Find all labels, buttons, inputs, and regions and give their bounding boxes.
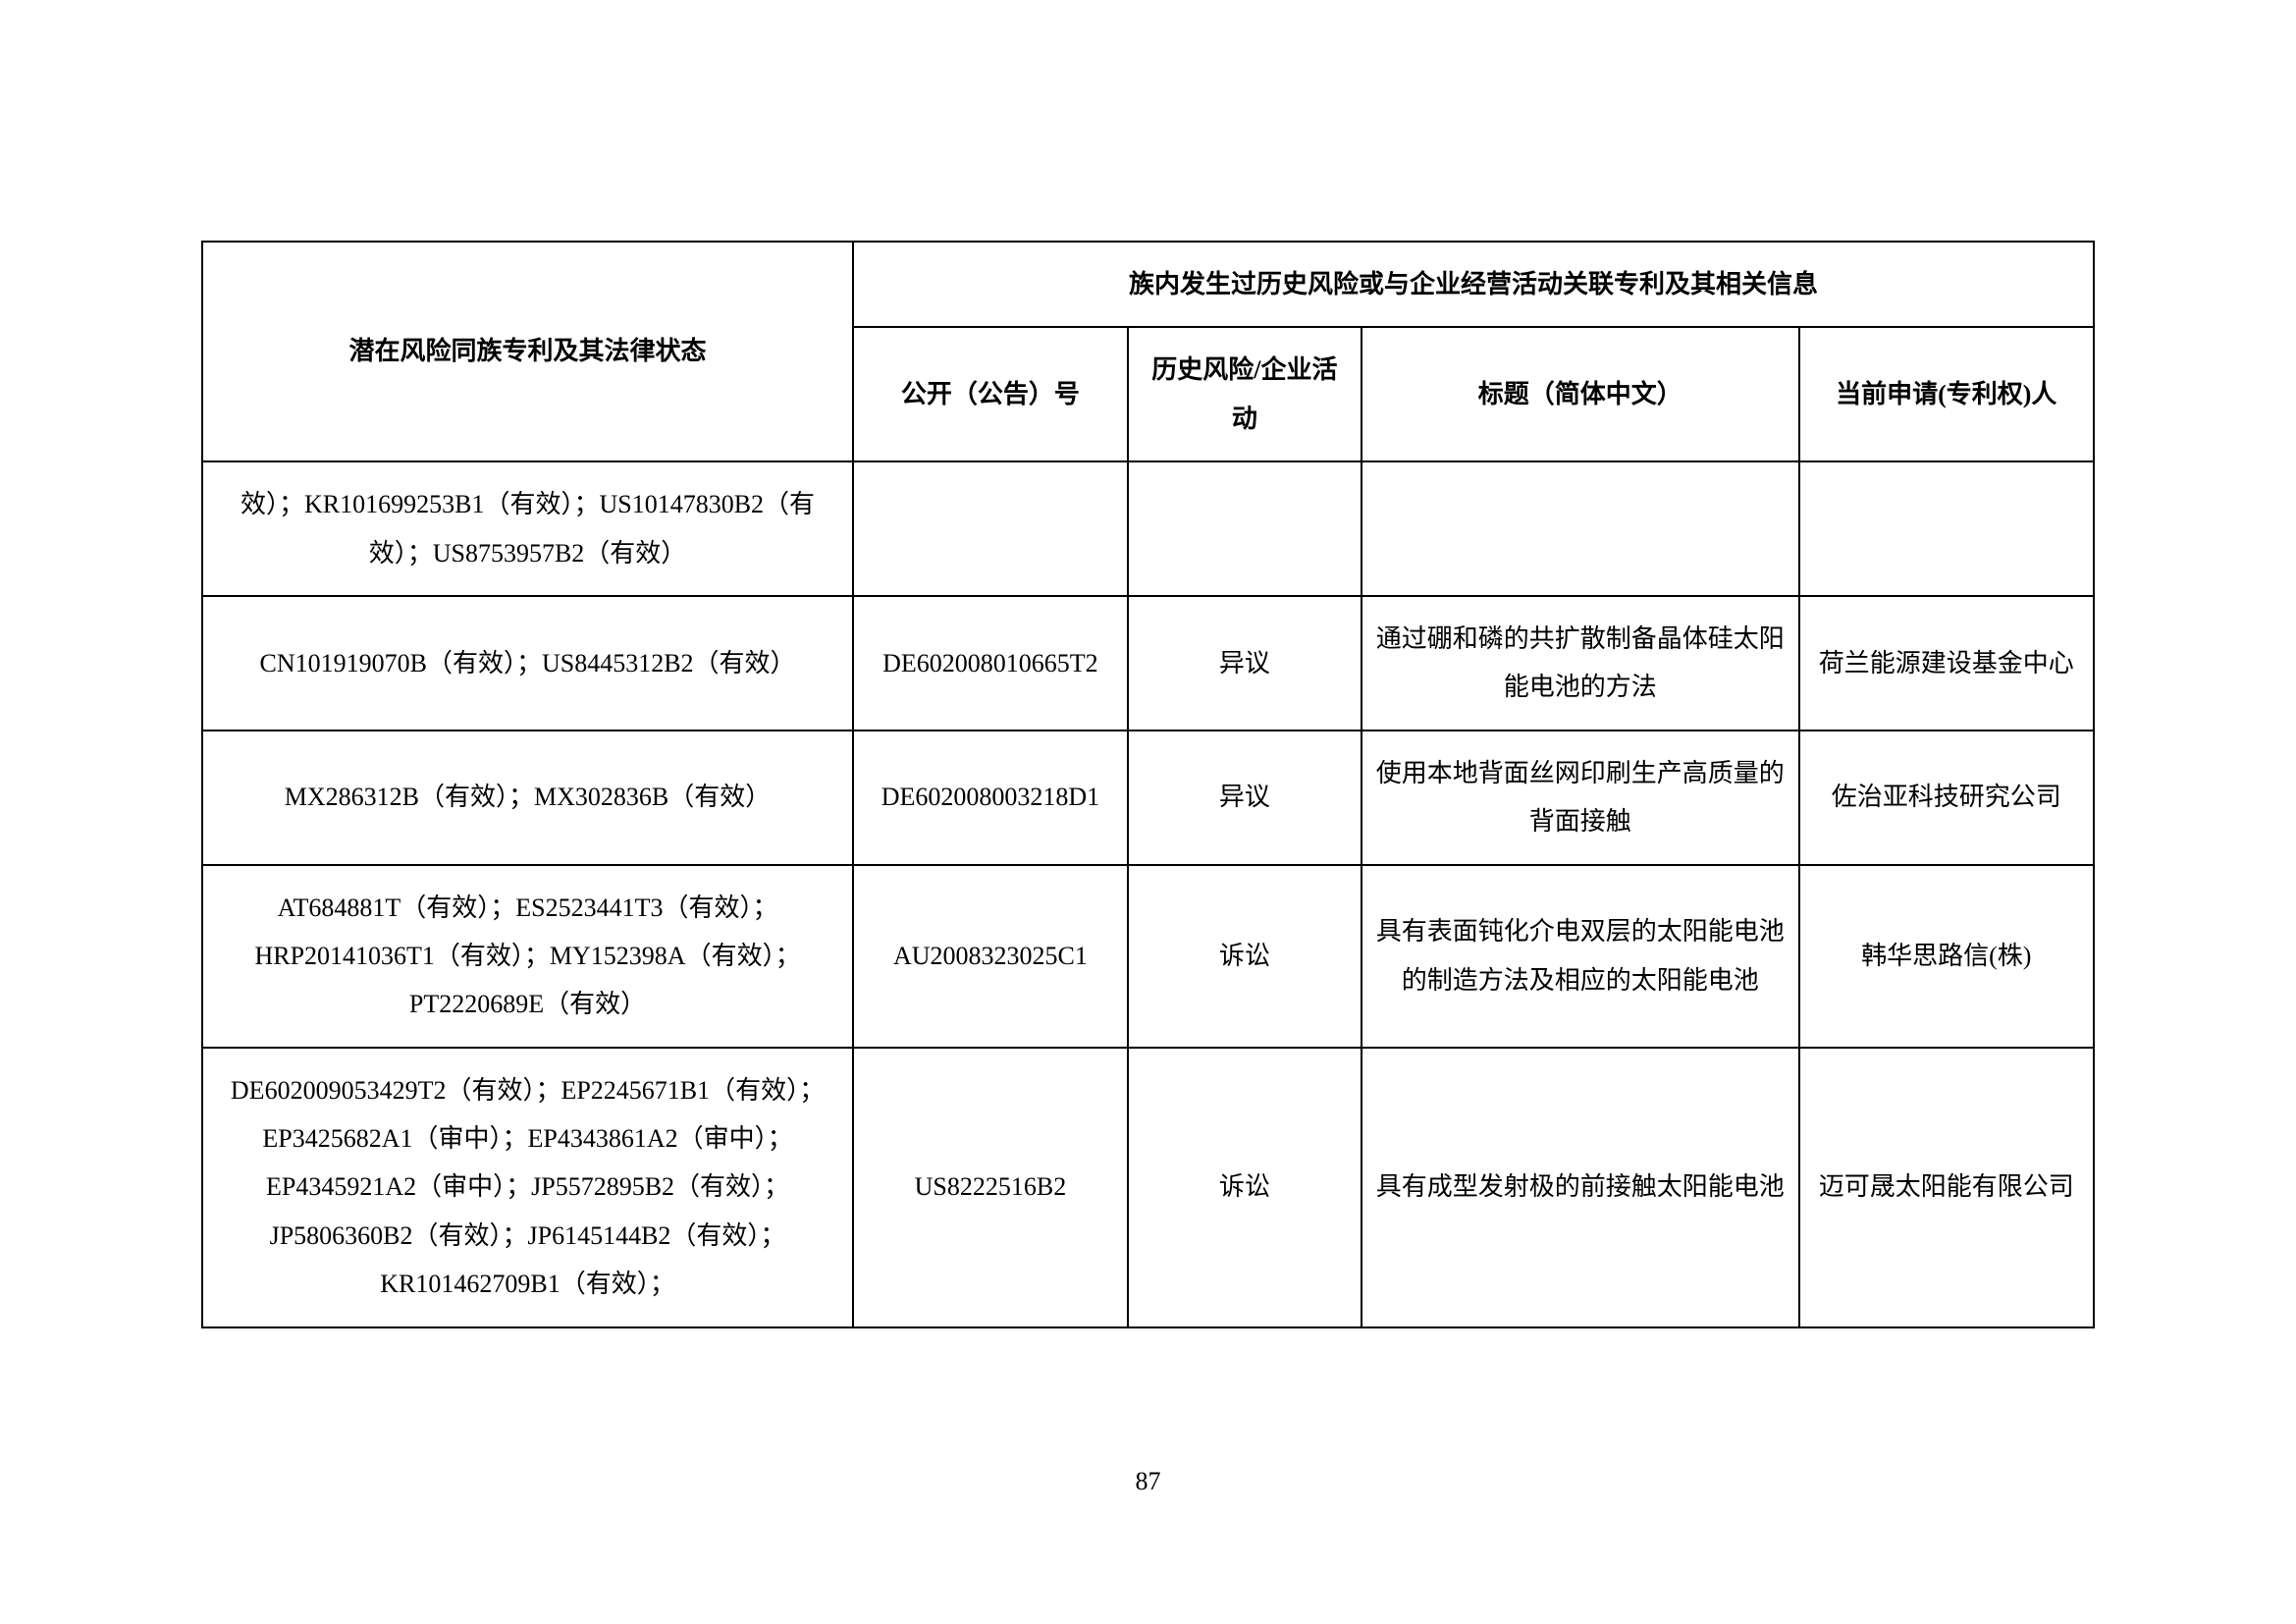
table-row: CN101919070B（有效）；US8445312B2（有效） DE60200… — [202, 596, 2094, 731]
table-row: DE602009053429T2（有效）；EP2245671B1（有效）；EP3… — [202, 1048, 2094, 1327]
cell-patents: 效）；KR101699253B1（有效）；US10147830B2（有效）；US… — [202, 461, 853, 596]
cell-applicant: 荷兰能源建设基金中心 — [1799, 596, 2094, 731]
table-row: 效）；KR101699253B1（有效）；US10147830B2（有效）；US… — [202, 461, 2094, 596]
header-left: 潜在风险同族专利及其法律状态 — [202, 242, 853, 461]
cell-risk: 异议 — [1128, 596, 1362, 731]
table-body: 效）；KR101699253B1（有效）；US10147830B2（有效）；US… — [202, 461, 2094, 1326]
cell-pubno: DE602008010665T2 — [853, 596, 1128, 731]
table-row: AT684881T（有效）；ES2523441T3（有效）；HRP2014103… — [202, 865, 2094, 1048]
cell-pubno: AU2008323025C1 — [853, 865, 1128, 1048]
header-title: 标题（简体中文） — [1362, 327, 1798, 461]
cell-applicant: 韩华思路信(株) — [1799, 865, 2094, 1048]
table-row: MX286312B（有效）；MX302836B（有效） DE6020080032… — [202, 731, 2094, 865]
cell-title — [1362, 461, 1798, 596]
cell-applicant: 迈可晟太阳能有限公司 — [1799, 1048, 2094, 1327]
cell-pubno: US8222516B2 — [853, 1048, 1128, 1327]
cell-patents: DE602009053429T2（有效）；EP2245671B1（有效）；EP3… — [202, 1048, 853, 1327]
cell-applicant: 佐治亚科技研究公司 — [1799, 731, 2094, 865]
cell-risk: 诉讼 — [1128, 865, 1362, 1048]
cell-patents: CN101919070B（有效）；US8445312B2（有效） — [202, 596, 853, 731]
header-pubno: 公开（公告）号 — [853, 327, 1128, 461]
header-row-1: 潜在风险同族专利及其法律状态 族内发生过历史风险或与企业经营活动关联专利及其相关… — [202, 242, 2094, 327]
cell-pubno — [853, 461, 1128, 596]
cell-patents: AT684881T（有效）；ES2523441T3（有效）；HRP2014103… — [202, 865, 853, 1048]
cell-title: 具有表面钝化介电双层的太阳能电池的制造方法及相应的太阳能电池 — [1362, 865, 1798, 1048]
cell-risk: 异议 — [1128, 731, 1362, 865]
cell-risk: 诉讼 — [1128, 1048, 1362, 1327]
header-risk: 历史风险/企业活动 — [1128, 327, 1362, 461]
cell-applicant — [1799, 461, 2094, 596]
cell-patents: MX286312B（有效）；MX302836B（有效） — [202, 731, 853, 865]
header-applicant: 当前申请(专利权)人 — [1799, 327, 2094, 461]
cell-pubno: DE602008003218D1 — [853, 731, 1128, 865]
cell-risk — [1128, 461, 1362, 596]
page-container: 潜在风险同族专利及其法律状态 族内发生过历史风险或与企业经营活动关联专利及其相关… — [0, 0, 2296, 1328]
cell-title: 使用本地背面丝网印刷生产高质量的背面接触 — [1362, 731, 1798, 865]
header-right: 族内发生过历史风险或与企业经营活动关联专利及其相关信息 — [853, 242, 2094, 327]
cell-title: 通过硼和磷的共扩散制备晶体硅太阳能电池的方法 — [1362, 596, 1798, 731]
page-number: 87 — [0, 1467, 2296, 1496]
cell-title: 具有成型发射极的前接触太阳能电池 — [1362, 1048, 1798, 1327]
patent-risk-table: 潜在风险同族专利及其法律状态 族内发生过历史风险或与企业经营活动关联专利及其相关… — [201, 241, 2095, 1328]
